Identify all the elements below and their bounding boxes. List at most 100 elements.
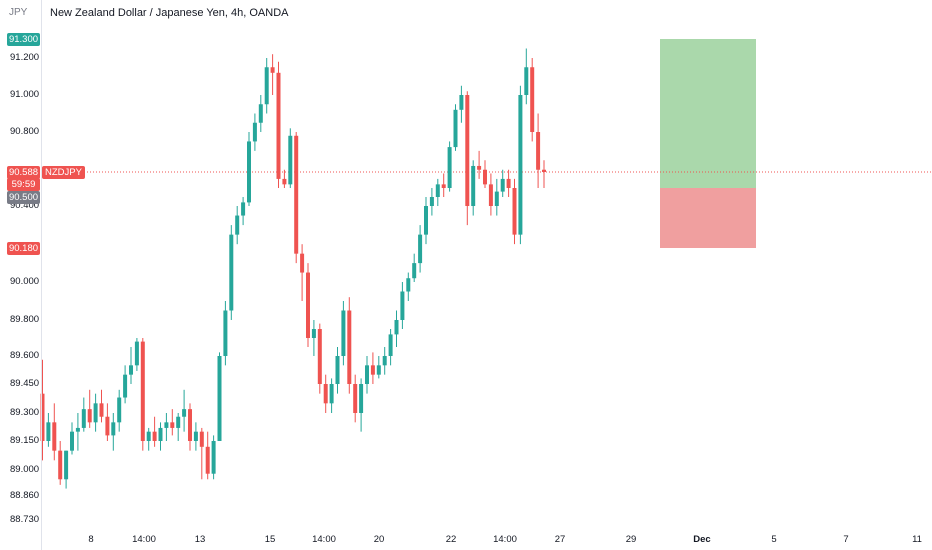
time-tick-label: 14:00 bbox=[493, 534, 517, 545]
candle-body bbox=[211, 441, 216, 474]
candle-body bbox=[70, 431, 74, 451]
candle-body bbox=[193, 431, 198, 441]
time-tick-label: 5 bbox=[771, 534, 777, 545]
candle-body bbox=[182, 409, 187, 417]
candle-body bbox=[500, 178, 505, 192]
price-tick-label: 91.000 bbox=[10, 89, 40, 100]
candle-body bbox=[341, 310, 346, 356]
currency-label: JPY bbox=[9, 7, 28, 18]
candle-body bbox=[205, 446, 210, 474]
candle-body bbox=[111, 422, 116, 436]
candle-body bbox=[311, 329, 316, 338]
price-tick-label: 90.400 bbox=[10, 200, 40, 211]
time-tick-label: 27 bbox=[554, 534, 566, 545]
candle-body bbox=[252, 122, 257, 142]
candle-body bbox=[288, 135, 293, 185]
candle-body bbox=[382, 356, 387, 366]
candle-body bbox=[412, 263, 417, 279]
candle-body bbox=[170, 422, 175, 428]
last-price-badge: 90.588 bbox=[7, 166, 40, 179]
candle-body bbox=[117, 397, 122, 423]
candle-body bbox=[58, 450, 63, 480]
candle-body bbox=[483, 169, 487, 185]
candle-body bbox=[359, 384, 364, 413]
candle-body bbox=[235, 215, 240, 235]
time-tick-label: 13 bbox=[194, 534, 206, 545]
candle-body bbox=[276, 72, 281, 179]
candle-body bbox=[365, 365, 369, 384]
candle-body bbox=[176, 416, 181, 428]
price-tick-label: 91.200 bbox=[10, 52, 40, 63]
price-tick-label: 90.800 bbox=[10, 126, 40, 137]
candle-body bbox=[52, 422, 57, 451]
time-tick-label: 15 bbox=[264, 534, 276, 545]
candle-body bbox=[75, 427, 80, 432]
time-tick-label: 20 bbox=[373, 534, 385, 545]
price-tick-label: 89.450 bbox=[10, 378, 40, 389]
candle-body bbox=[353, 384, 358, 413]
countdown-badge: 59:59 bbox=[7, 178, 40, 191]
candle-body bbox=[199, 431, 204, 447]
stop-price-badge: 90.180 bbox=[7, 242, 40, 255]
candle-body bbox=[394, 320, 399, 335]
candle-body bbox=[441, 184, 446, 188]
candle-body bbox=[447, 147, 452, 188]
target-price-badge: 91.300 bbox=[7, 33, 40, 46]
entry-price-badge: 90.500 bbox=[7, 191, 40, 204]
time-tick-label: 29 bbox=[625, 534, 637, 545]
candle-body bbox=[300, 253, 305, 273]
candle-body bbox=[465, 95, 470, 206]
price-tick-label: 89.150 bbox=[10, 435, 40, 446]
candle-body bbox=[424, 206, 428, 235]
candle-body bbox=[64, 450, 69, 480]
candle-body bbox=[129, 365, 133, 375]
candle-body bbox=[140, 341, 145, 441]
candle-body bbox=[471, 165, 476, 206]
candle-body bbox=[506, 178, 511, 188]
time-tick-label: 7 bbox=[843, 534, 849, 545]
time-tick-label: Dec bbox=[693, 534, 711, 545]
time-tick-label: 8 bbox=[88, 534, 94, 545]
candle-body bbox=[536, 132, 541, 170]
price-tick-label: 88.860 bbox=[10, 490, 40, 501]
candle-body bbox=[87, 409, 92, 423]
price-tick-label: 88.730 bbox=[10, 514, 40, 525]
price-tick-label: 89.300 bbox=[10, 407, 40, 418]
candle-body bbox=[158, 427, 163, 441]
candle-body bbox=[270, 67, 275, 73]
candle-body bbox=[518, 95, 523, 235]
candle-body bbox=[223, 310, 228, 356]
price-tick-label: 89.000 bbox=[10, 464, 40, 475]
candle-body bbox=[329, 384, 334, 404]
candle-body bbox=[406, 278, 411, 292]
candle-body bbox=[164, 422, 169, 428]
candle-body bbox=[435, 184, 440, 197]
candle-body bbox=[530, 67, 535, 132]
candle-body bbox=[347, 310, 352, 384]
candle-body bbox=[123, 374, 128, 398]
candle-body bbox=[188, 409, 192, 441]
candle-body bbox=[40, 393, 45, 441]
candle-body bbox=[488, 184, 493, 206]
stop-zone[interactable] bbox=[660, 188, 756, 248]
candle-body bbox=[81, 409, 86, 428]
candle-body bbox=[418, 234, 423, 264]
candle-body bbox=[459, 95, 464, 110]
time-tick-label: 14:00 bbox=[132, 534, 156, 545]
candle-body bbox=[241, 202, 246, 216]
candle-body bbox=[512, 188, 517, 235]
price-tick-label: 90.000 bbox=[10, 276, 40, 287]
candle-body bbox=[376, 365, 381, 375]
candle-body bbox=[542, 169, 546, 172]
candle-body bbox=[46, 422, 51, 441]
price-tick-label: 89.800 bbox=[10, 314, 40, 325]
candle-body bbox=[294, 135, 299, 254]
time-tick-label: 11 bbox=[912, 534, 922, 545]
price-tick-label: 89.600 bbox=[10, 350, 40, 361]
candles-group bbox=[40, 48, 546, 489]
candle-body bbox=[229, 234, 234, 311]
candle-body bbox=[429, 197, 434, 206]
candle-body bbox=[93, 403, 98, 423]
target-zone[interactable] bbox=[660, 39, 756, 188]
